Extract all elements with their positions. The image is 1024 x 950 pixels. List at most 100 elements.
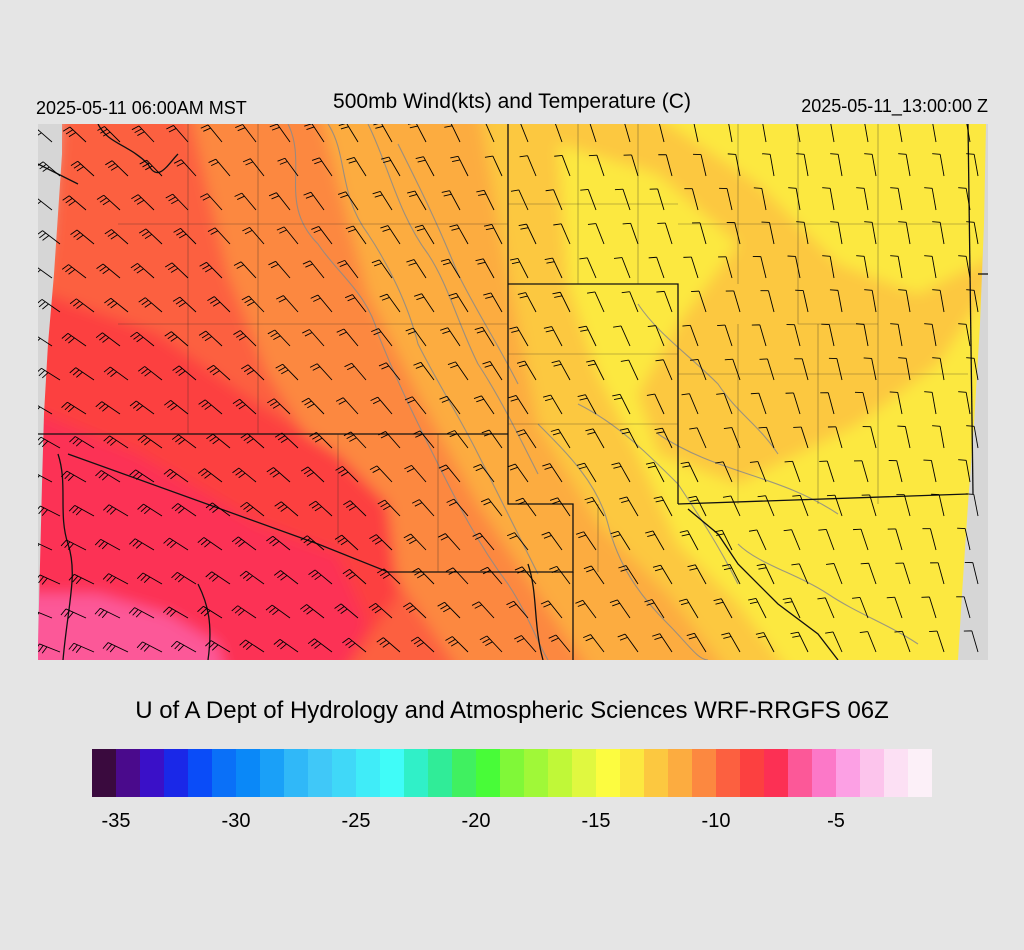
wind-barb bbox=[894, 630, 911, 653]
barb-flag bbox=[890, 187, 899, 189]
barb-shaft bbox=[791, 529, 801, 551]
barb-flag bbox=[110, 165, 119, 171]
barb-flag bbox=[236, 264, 245, 269]
barb-flag bbox=[337, 537, 345, 543]
barb-flag bbox=[312, 434, 320, 440]
barb-shaft bbox=[654, 393, 665, 415]
colorbar-swatch bbox=[188, 749, 212, 797]
barb-shaft bbox=[939, 290, 945, 313]
wind-barb bbox=[890, 255, 903, 279]
wind-barb bbox=[445, 567, 469, 585]
barb-flag bbox=[67, 474, 75, 482]
barb-flag bbox=[791, 563, 800, 566]
barb-flag bbox=[758, 426, 767, 429]
colorbar-tick-labels: -35 -30 -25 -20 -15 -10 -5 bbox=[92, 810, 932, 840]
barb-shaft bbox=[624, 124, 631, 143]
barb-flag bbox=[613, 397, 623, 400]
barb-flag bbox=[480, 498, 489, 503]
barb-flag bbox=[722, 495, 731, 498]
barb-flag bbox=[177, 644, 185, 652]
barb-flag bbox=[727, 153, 736, 155]
colorbar-swatch bbox=[572, 749, 596, 797]
wind-barb bbox=[449, 224, 469, 245]
barb-flag bbox=[404, 396, 413, 401]
barb-flag bbox=[178, 233, 187, 239]
wind-barb bbox=[197, 605, 223, 619]
barb-flag bbox=[619, 428, 628, 431]
wind-barb bbox=[207, 296, 231, 313]
barb-flag bbox=[783, 529, 792, 532]
barb-flag bbox=[898, 289, 907, 291]
barb-flag bbox=[231, 536, 239, 543]
barb-shaft bbox=[485, 124, 495, 143]
barb-shaft bbox=[662, 359, 673, 381]
barb-flag bbox=[275, 363, 283, 369]
barb-flag bbox=[784, 460, 793, 463]
barb-shaft bbox=[965, 460, 971, 483]
barb-flag bbox=[552, 500, 561, 505]
barb-flag bbox=[68, 200, 76, 206]
barb-flag bbox=[471, 601, 480, 606]
barb-flag bbox=[620, 359, 629, 362]
colorbar-swatch bbox=[596, 749, 620, 797]
barb-flag bbox=[166, 539, 174, 546]
wind-barb bbox=[342, 637, 367, 653]
barb-flag bbox=[689, 427, 698, 430]
barb-flag bbox=[167, 265, 176, 271]
barb-flag bbox=[516, 429, 525, 433]
barb-flag bbox=[380, 225, 389, 229]
wind-barb bbox=[440, 327, 461, 347]
wind-barb bbox=[645, 530, 665, 551]
barb-flag bbox=[307, 638, 315, 645]
barb-flag bbox=[133, 334, 141, 340]
barb-flag bbox=[166, 608, 173, 615]
wind-barb bbox=[861, 494, 877, 517]
barb-flag bbox=[101, 611, 108, 619]
barb-flag bbox=[136, 336, 144, 343]
wind-barb bbox=[162, 606, 189, 619]
wind-barb bbox=[130, 263, 155, 279]
map-title-text: 500mb Wind(kts) and Temperature (C) bbox=[333, 90, 691, 113]
barb-flag bbox=[279, 161, 288, 165]
barb-shaft bbox=[833, 563, 843, 585]
wind-barb bbox=[233, 330, 257, 347]
barb-flag bbox=[109, 577, 116, 584]
barb-flag bbox=[618, 565, 627, 569]
barb-shaft bbox=[932, 124, 937, 143]
wind-barb bbox=[783, 529, 801, 551]
barb-flag bbox=[95, 470, 102, 477]
barb-shaft bbox=[586, 257, 597, 279]
colorbar-swatch bbox=[260, 749, 284, 797]
barb-shaft bbox=[973, 290, 979, 313]
wind-barb bbox=[128, 607, 155, 619]
barb-flag bbox=[345, 225, 354, 230]
wind-barb bbox=[38, 505, 61, 517]
barb-flag bbox=[67, 406, 75, 413]
barb-flag bbox=[543, 603, 551, 608]
kansas-border bbox=[967, 124, 974, 495]
wind-barb bbox=[437, 601, 461, 619]
barb-shaft bbox=[973, 154, 979, 177]
barb-flag bbox=[210, 230, 218, 235]
barb-flag bbox=[473, 395, 482, 399]
barb-flag bbox=[958, 255, 967, 257]
wind-barb bbox=[580, 188, 597, 211]
wind-barb bbox=[864, 221, 877, 245]
barb-flag bbox=[104, 297, 112, 304]
wind-barb bbox=[137, 503, 163, 517]
wind-barb bbox=[924, 187, 937, 211]
barb-flag bbox=[340, 608, 348, 615]
barb-flag bbox=[483, 501, 492, 506]
barb-flag bbox=[612, 602, 620, 607]
barb-flag bbox=[578, 534, 587, 539]
barb-flag bbox=[382, 228, 391, 232]
barb-flag bbox=[38, 200, 42, 205]
wind-barb bbox=[97, 126, 121, 143]
colorbar-swatch bbox=[164, 749, 188, 797]
barb-flag bbox=[613, 465, 622, 469]
barb-flag bbox=[344, 294, 353, 299]
wind-barb bbox=[205, 502, 231, 517]
wind-barb bbox=[377, 499, 401, 517]
wind-barb bbox=[796, 221, 809, 245]
barb-flag bbox=[276, 641, 284, 648]
